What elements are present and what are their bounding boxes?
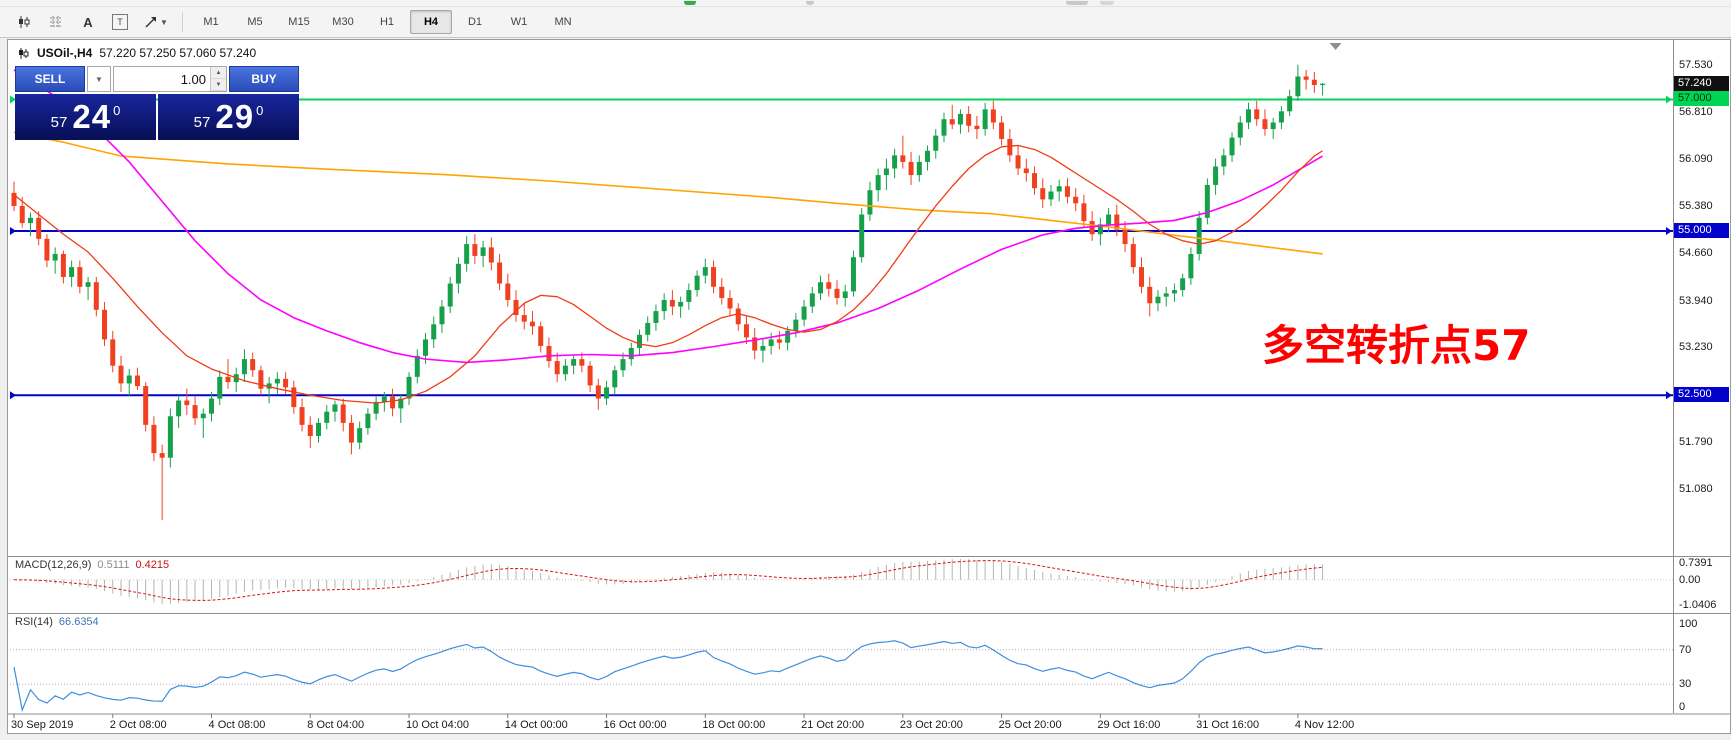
top-toolbar-clipped: [0, 0, 1731, 7]
trendline-tool-button[interactable]: ▼: [137, 9, 175, 35]
text-annotation-button[interactable]: A: [73, 9, 103, 35]
buy-price-display[interactable]: 57 29 0: [158, 94, 299, 140]
volume-input[interactable]: 1.00 ▲ ▼: [113, 66, 227, 92]
toolbar-separator: [182, 12, 183, 32]
timeframe-button-MN[interactable]: MN: [554, 16, 572, 28]
sell-price-big: 24: [72, 98, 112, 135]
chart-background: [7, 39, 1731, 734]
timeframe-button-H4[interactable]: H4: [410, 10, 452, 34]
ohlc-values: 57.220 57.250 57.060 57.240: [99, 46, 257, 60]
macd-signal-value: 0.4215: [135, 559, 170, 571]
buy-button[interactable]: BUY: [229, 66, 299, 92]
chart-toolbar: A T ▼ M1 M5 M15 M30 H1 H4 D1 W1 MN: [0, 7, 1731, 38]
volume-dropdown[interactable]: ▼: [87, 66, 111, 92]
text-label-icon: T: [112, 14, 128, 30]
text-label-button[interactable]: T: [105, 9, 135, 35]
chart-text-annotation: 多空转折点57: [1262, 321, 1531, 370]
grid-style-icon: [50, 16, 62, 28]
timeframe-button-M5[interactable]: M5: [247, 16, 263, 28]
toolbar-fragment: [806, 1, 814, 5]
one-click-trading-panel: SELL ▼ 1.00 ▲ ▼ BUY 57 24 0 57 29: [15, 66, 299, 140]
chart-title-row: USOil-,H4 57.220 57.250 57.060 57.240: [17, 45, 256, 61]
sell-price-prefix: 57: [50, 113, 68, 131]
timeframe-button-M15[interactable]: M15: [288, 16, 310, 28]
toolbar-fragment: [1100, 1, 1114, 5]
grid-style-button[interactable]: [41, 9, 71, 35]
chevron-down-icon: ▼: [160, 17, 168, 27]
timeframe-buttons: M1 M5 M15 M30 H1 H4 D1 W1 MN: [189, 10, 585, 34]
trendline-arrow-icon: [145, 16, 157, 27]
buy-price-prefix: 57: [193, 113, 211, 131]
rsi-value: 66.6354: [58, 616, 99, 628]
sell-price-display[interactable]: 57 24 0: [15, 94, 156, 140]
text-annotation-icon: A: [83, 14, 93, 30]
chart-icon: [19, 47, 29, 59]
timeframe-button-M30[interactable]: M30: [332, 16, 354, 28]
timeframe-button-W1[interactable]: W1: [510, 16, 528, 28]
buy-price-big: 29: [215, 98, 255, 135]
sell-button[interactable]: SELL: [15, 66, 85, 92]
sell-price-pip: 0: [113, 102, 121, 118]
toolbar-fragment: [1066, 1, 1088, 5]
candlestick-style-button[interactable]: [9, 9, 39, 35]
timeframe-button-H1[interactable]: H1: [379, 16, 395, 28]
symbol-period-label: USOil-,H4: [37, 46, 93, 60]
macd-label: MACD(12,26,9): [15, 559, 92, 571]
buy-price-pip: 0: [256, 102, 264, 118]
volume-stepper: ▲ ▼: [210, 67, 226, 91]
macd-label-row: MACD(12,26,9) 0.5111 0.4215: [15, 559, 169, 571]
timeframe-button-D1[interactable]: D1: [467, 16, 483, 28]
rsi-label-row: RSI(14) 66.6354: [15, 616, 99, 628]
volume-value: 1.00: [180, 71, 206, 87]
rsi-label: RSI(14): [15, 616, 53, 628]
chevron-down-icon: ▼: [95, 74, 103, 84]
macd-main-value: 0.5111: [97, 559, 130, 571]
volume-decrease-button[interactable]: ▼: [211, 79, 226, 91]
toolbar-fragment: [684, 1, 696, 5]
timeframe-button-M1[interactable]: M1: [203, 16, 219, 28]
volume-increase-button[interactable]: ▲: [211, 67, 226, 79]
candlestick-style-icon: [19, 16, 30, 28]
